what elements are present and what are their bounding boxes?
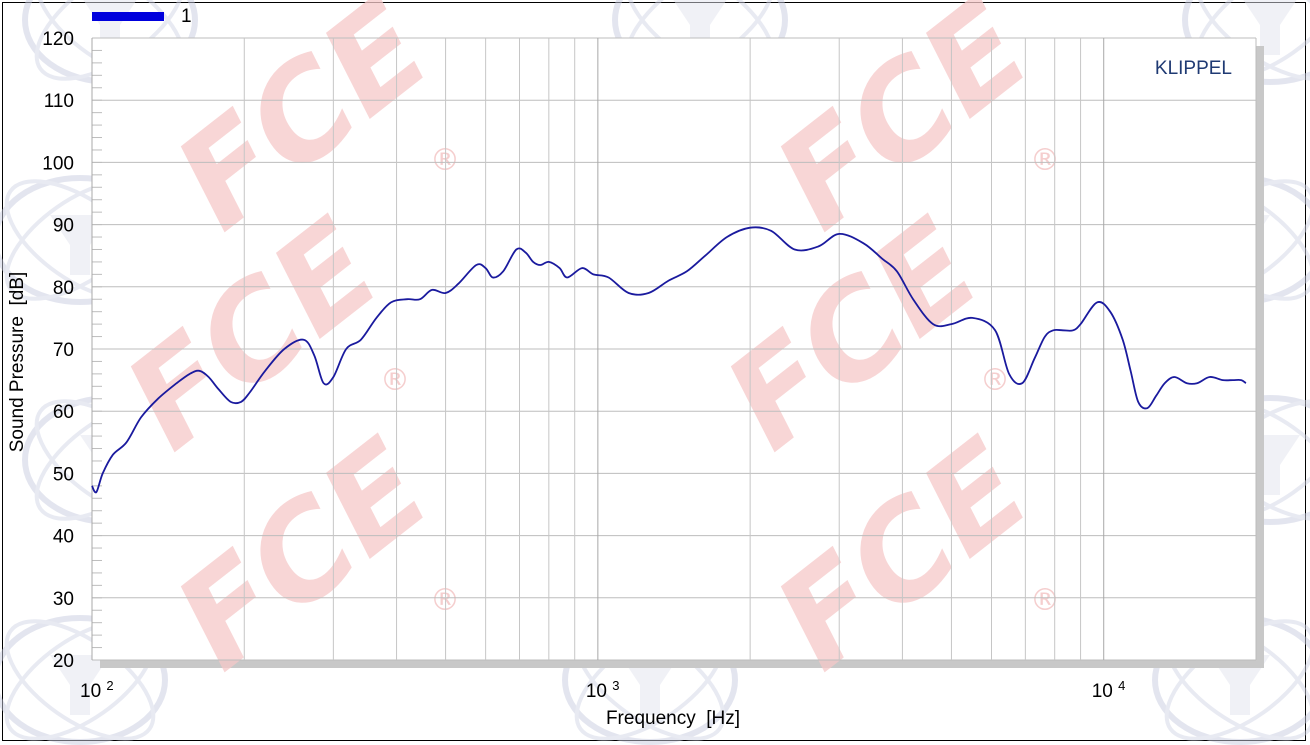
- y-tick-label: 30: [53, 589, 74, 610]
- y-tick-label: 50: [53, 464, 74, 485]
- brand-label: KLIPPEL: [1155, 58, 1232, 79]
- y-tick-label: 80: [53, 278, 74, 299]
- legend-label: 1: [181, 6, 192, 27]
- y-tick-label: 100: [42, 153, 74, 174]
- y-tick-label: 40: [53, 527, 74, 548]
- y-tick-label: 60: [53, 402, 74, 423]
- watermark-registered: ®: [1030, 583, 1060, 618]
- y-axis-title: Sound Pressure [dB]: [7, 272, 28, 453]
- watermark-registered: ®: [1030, 143, 1060, 178]
- grid: [91, 37, 1257, 661]
- y-tick-label: 90: [53, 216, 74, 237]
- legend-swatch: [92, 12, 164, 21]
- y-tick-label: 70: [53, 340, 74, 361]
- y-tick-labels: 20 30 40 50 60 70 80 90 100 110 120: [42, 29, 74, 672]
- y-tick-label: 20: [53, 651, 74, 672]
- watermark-registered: ®: [980, 363, 1010, 398]
- y-tick-label: 110: [44, 91, 74, 112]
- series-lines: [91, 226, 1247, 494]
- x-axis-title: Frequency [Hz]: [606, 708, 740, 729]
- y-tick-label: 120: [42, 29, 74, 50]
- x-tick-label: 10 3: [586, 678, 620, 702]
- watermark-registered: ®: [380, 363, 410, 398]
- x-tick-label: 10 4: [1092, 678, 1126, 702]
- series-line-1: [91, 226, 1247, 494]
- x-tick-label: 10 2: [80, 678, 114, 702]
- x-tick-labels: 10 2 10 3 10 4: [80, 678, 1125, 702]
- watermark-registered: ®: [430, 583, 460, 618]
- watermark-registered: ®: [430, 143, 460, 178]
